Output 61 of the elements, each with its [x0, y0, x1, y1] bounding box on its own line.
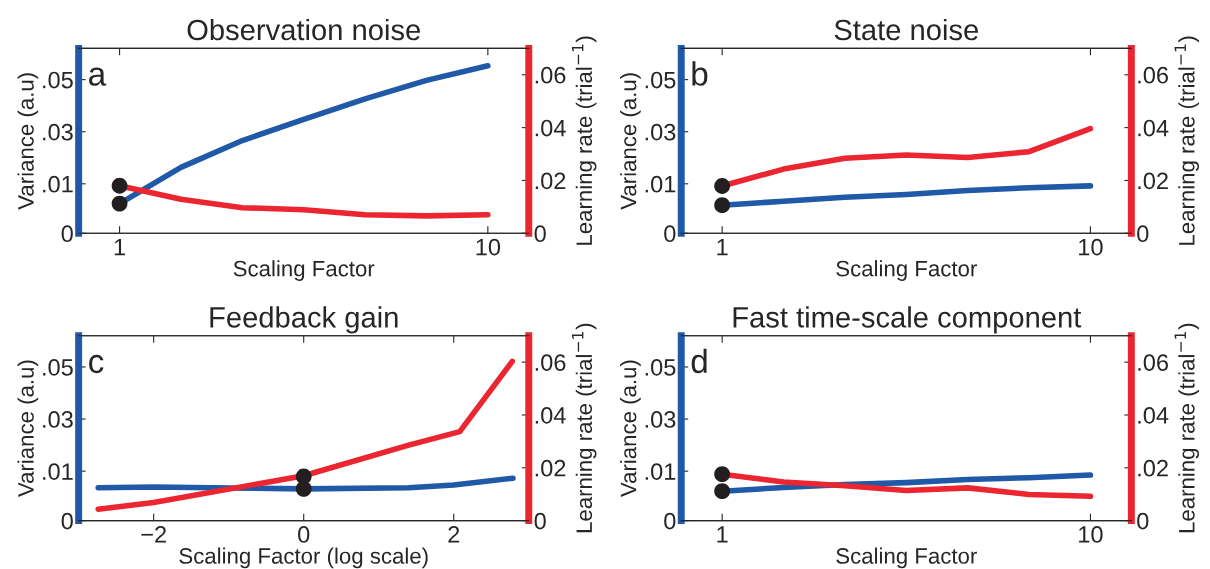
y2-axis-title: Learning rate (trial$^{−1}$)	[572, 323, 597, 533]
x-tick-label: 1	[114, 239, 125, 256]
y-tick-label: .05	[43, 71, 73, 89]
y-axis-title: Variance (a.u)	[620, 360, 641, 498]
y2-tick-label: .06	[535, 354, 566, 371]
chart-title: Feedback gain	[210, 306, 398, 334]
y-tick-label: .01	[43, 175, 73, 193]
annotation: c	[89, 354, 104, 374]
y-axis-title: Variance (a.u)	[620, 73, 641, 210]
annotation: d	[691, 348, 707, 374]
x-axis-title: Scaling Factor	[836, 260, 977, 281]
y2-tick-label: .04	[1138, 119, 1169, 137]
y2-axis-title: Learning rate (trial$^{−1}$)	[1174, 323, 1200, 533]
y-tick-label: 0	[664, 225, 676, 243]
x-tick-label: 1	[717, 239, 728, 256]
x-axis-title: Scaling Factor	[836, 547, 977, 569]
y-tick-label: .05	[645, 359, 676, 376]
y-tick-label: 0	[61, 512, 73, 530]
x-tick-label: 10	[1079, 526, 1103, 543]
y2-tick-label: .04	[1138, 407, 1169, 424]
y-tick-label: 0	[664, 512, 676, 530]
x-tick-label: −2	[141, 526, 166, 543]
y2-tick-label: 0	[1137, 225, 1149, 243]
y-tick-label: .03	[645, 411, 676, 428]
y-tick-label: .01	[43, 463, 73, 480]
x-tick-label: 2	[448, 526, 460, 543]
x-axis-title: Scaling Factor	[233, 260, 375, 281]
y-tick-label: .03	[43, 411, 73, 428]
y2-tick-label: .04	[535, 119, 566, 137]
y2-tick-label: .06	[535, 66, 566, 84]
y2-tick-label: 0	[1137, 512, 1149, 530]
chart-title: Observation noise	[187, 18, 420, 41]
x-tick-label: 10	[1079, 238, 1103, 256]
y-tick-label: .05	[43, 359, 73, 376]
y2-tick-label: .06	[1138, 354, 1168, 371]
y2-tick-label: .06	[1138, 66, 1168, 84]
y2-tick-label: 0	[534, 512, 546, 530]
y2-tick-label: .02	[535, 172, 566, 190]
y-tick-label: 0	[61, 225, 73, 243]
y-axis-title: Variance (a.u)	[17, 73, 39, 210]
annotation: b	[692, 61, 708, 86]
y-tick-label: .05	[645, 71, 676, 89]
y-axis-title: Variance (a.u)	[17, 360, 39, 498]
y2-axis-title: Learning rate (trial$^{−1}$)	[1174, 36, 1200, 245]
y2-axis-title: Learning rate (trial$^{−1}$)	[572, 36, 597, 245]
y2-tick-label: 0	[534, 225, 546, 243]
y-tick-label: .01	[645, 463, 676, 480]
y-tick-label: .01	[645, 175, 676, 193]
chart-title: Fast time-scale component	[733, 306, 1082, 334]
x-tick-label: 0	[298, 526, 310, 543]
x-axis-title: Scaling Factor (log scale)	[179, 547, 428, 569]
y-tick-label: .03	[645, 123, 676, 141]
y-tick-label: .03	[43, 123, 73, 141]
y2-tick-label: .02	[535, 459, 566, 477]
y2-tick-label: .02	[1138, 459, 1168, 477]
chart-title: State noise	[834, 18, 978, 41]
y2-tick-label: .02	[1138, 172, 1168, 190]
x-tick-label: 1	[717, 526, 728, 543]
annotation: a	[89, 67, 107, 86]
y2-tick-label: .04	[535, 407, 566, 424]
x-tick-label: 10	[476, 238, 501, 256]
